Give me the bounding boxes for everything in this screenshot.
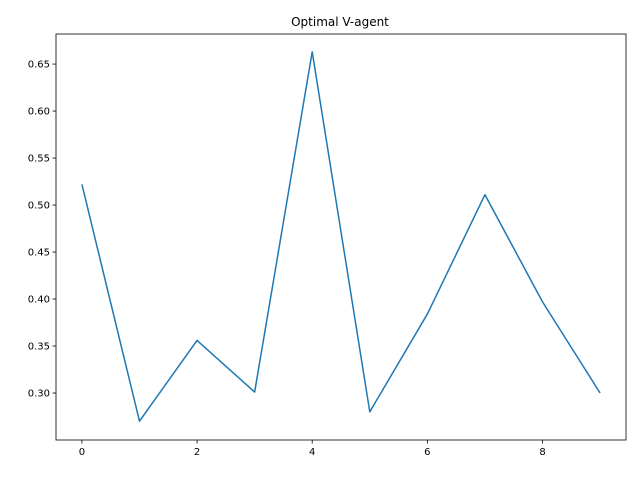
x-tick-label: 4 bbox=[309, 447, 315, 458]
y-tick-label: 0.60 bbox=[28, 107, 50, 118]
chart-title: Optimal V-agent bbox=[291, 15, 389, 29]
plot-area bbox=[55, 33, 627, 441]
x-tick-label: 6 bbox=[424, 447, 430, 458]
y-tick-label: 0.50 bbox=[28, 201, 50, 212]
x-tick-label: 0 bbox=[79, 447, 85, 458]
y-axis: 0.30 0.35 0.40 0.45 0.50 0.55 0.60 0.65 bbox=[28, 60, 56, 400]
x-axis: 0 2 4 6 8 bbox=[79, 440, 546, 458]
y-tick-label: 0.65 bbox=[28, 60, 50, 71]
y-tick-label: 0.35 bbox=[28, 342, 50, 353]
y-tick-label: 0.40 bbox=[28, 295, 50, 306]
series-line-0 bbox=[81, 51, 601, 422]
x-tick-label: 2 bbox=[194, 447, 200, 458]
y-tick-label: 0.55 bbox=[28, 154, 50, 165]
series-layer bbox=[81, 51, 601, 422]
x-tick-label: 8 bbox=[539, 447, 545, 458]
y-tick-label: 0.30 bbox=[28, 389, 50, 400]
y-tick-label: 0.45 bbox=[28, 248, 50, 259]
